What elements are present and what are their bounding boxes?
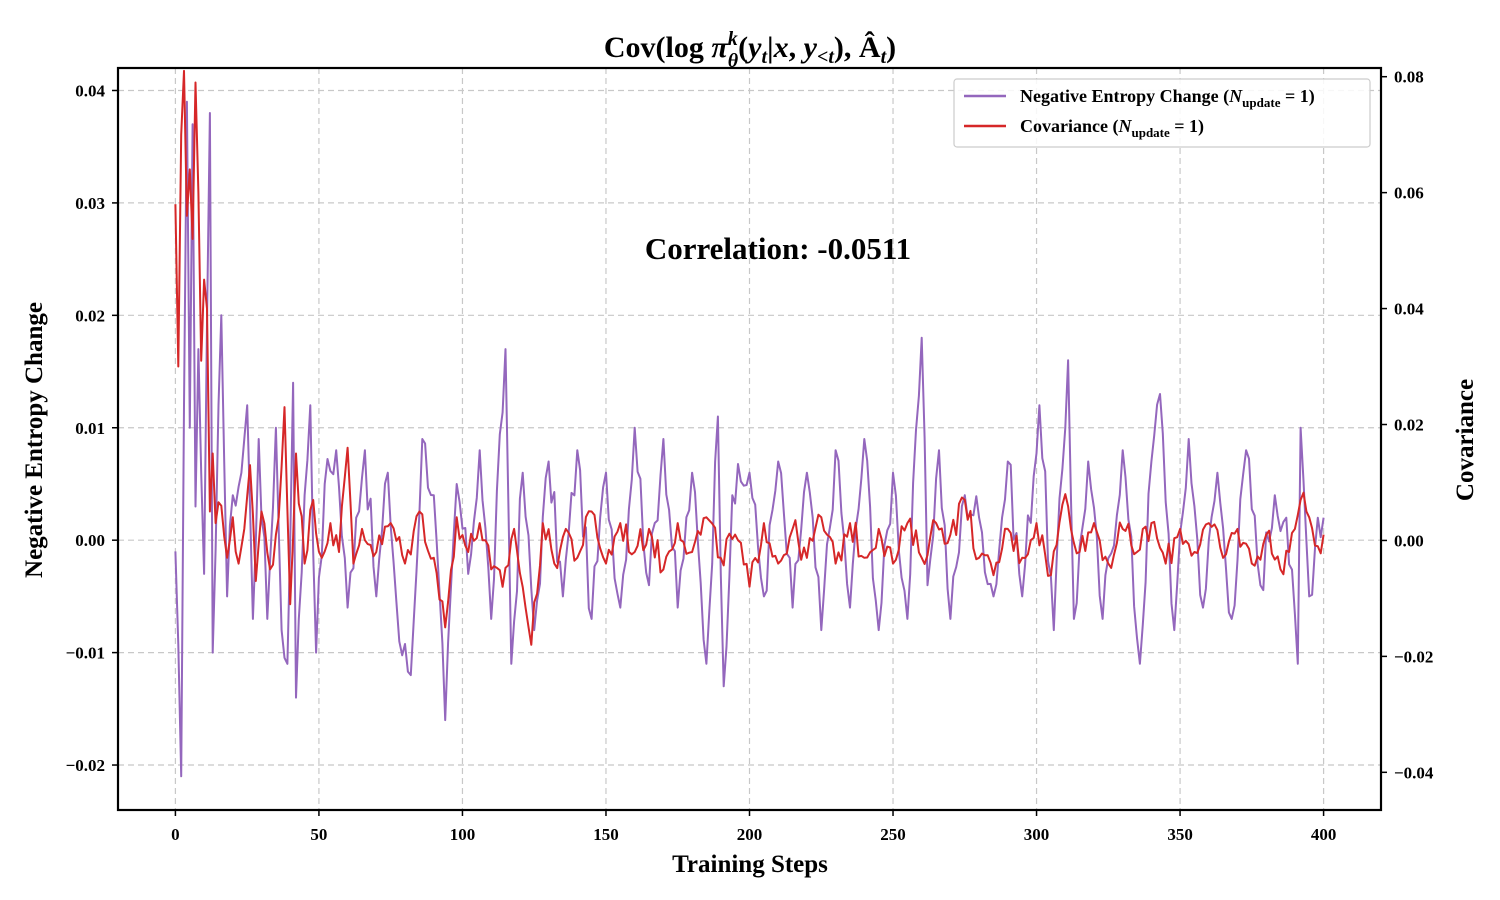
y-left-tick-label: −0.02 xyxy=(66,756,105,775)
x-tick-label: 200 xyxy=(737,825,763,844)
x-tick-label: 50 xyxy=(310,825,327,844)
x-tick-label: 400 xyxy=(1311,825,1337,844)
axis-ticks: 0 50 100 150 200 250 300 350 400 −0.02 −0.01 0.00 0.… xyxy=(66,68,1434,844)
legend: Negative Entropy Change (Nupdate = 1) Co… xyxy=(953,78,1371,148)
y-axis-title-right: Covariance xyxy=(1452,379,1479,501)
legend-box xyxy=(953,78,1371,148)
y-left-tick-label: 0.00 xyxy=(75,531,105,550)
y-right-tick-label: −0.02 xyxy=(1394,647,1433,666)
chart-title: Cov(log πk θ(yt|x, y<t), Ât) xyxy=(604,28,896,72)
grid xyxy=(118,68,1381,810)
y-left-tick-label: 0.04 xyxy=(75,81,105,100)
x-tick-label: 250 xyxy=(880,825,906,844)
covariance-line xyxy=(174,69,1325,646)
y-left-tick-label: 0.02 xyxy=(75,306,105,325)
x-tick-label: 150 xyxy=(593,825,619,844)
y-right-tick-label: 0.02 xyxy=(1394,416,1424,435)
x-tick-label: 100 xyxy=(450,825,476,844)
negative-entropy-change-line xyxy=(174,100,1325,778)
y-right-tick-label: 0.08 xyxy=(1394,68,1424,87)
y-right-tick-label: 0.04 xyxy=(1394,300,1424,319)
x-tick-label: 300 xyxy=(1024,825,1050,844)
x-tick-label: 0 xyxy=(171,825,180,844)
y-axis-title-left: Negative Entropy Change xyxy=(21,302,48,578)
y-left-tick-label: −0.01 xyxy=(66,644,105,663)
y-left-tick-label: 0.03 xyxy=(75,194,105,213)
y-left-tick-label: 0.01 xyxy=(75,419,105,438)
y-right-tick-label: −0.04 xyxy=(1394,763,1434,782)
x-tick-label: 350 xyxy=(1167,825,1193,844)
x-axis-title: Training Steps xyxy=(672,851,828,878)
correlation-annotation: Correlation: -0.0511 xyxy=(645,231,911,266)
y-right-tick-label: 0.00 xyxy=(1394,531,1424,550)
y-right-tick-label: 0.06 xyxy=(1394,184,1424,203)
series-lines xyxy=(174,69,1325,778)
